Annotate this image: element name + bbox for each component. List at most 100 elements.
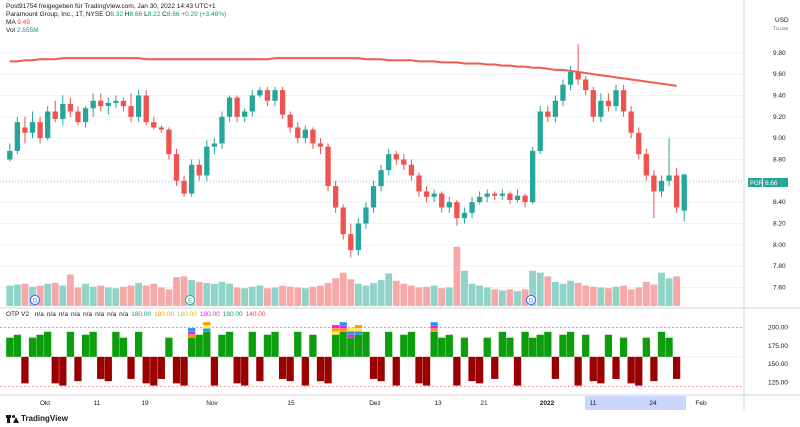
candle	[29, 111, 36, 139]
osc-bar	[612, 356, 620, 379]
time-tick: Nov	[206, 400, 218, 407]
volume-bar	[112, 288, 120, 306]
indicator-value: n/a	[46, 311, 56, 318]
vol-line[interactable]: Vol 2.555M	[6, 27, 226, 35]
osc-bar	[362, 331, 370, 357]
time-axis[interactable]: Okt 11 19 Nov 15 Dez 13 21 2022 11 24 Feb	[40, 400, 707, 407]
candle-body	[340, 207, 346, 235]
close-value: 8.66	[166, 11, 180, 18]
osc-bar	[506, 337, 514, 357]
osc-bar	[665, 337, 673, 357]
indicator-value: 180.00	[154, 311, 174, 318]
candle-body	[499, 193, 505, 196]
osc-bar	[582, 334, 590, 357]
event-marker[interactable]: D	[526, 295, 536, 305]
osc-bar	[44, 331, 52, 357]
osc-bar	[347, 337, 355, 357]
candle-body	[363, 207, 369, 224]
indicator-value: n/a	[95, 311, 105, 318]
time-tick: 15	[287, 400, 295, 407]
ma-line	[9, 57, 677, 87]
candle-body	[234, 97, 240, 117]
candle-body	[583, 79, 589, 91]
osc-bar	[150, 356, 158, 386]
osc-bar	[544, 331, 552, 357]
tradingview-logo[interactable]: TradingView	[6, 414, 68, 423]
candle	[105, 97, 111, 115]
osc-bar	[642, 337, 650, 357]
osc-tick: 125.00	[768, 380, 788, 387]
osc-bar	[460, 337, 469, 357]
volume-bar	[536, 272, 544, 306]
candle-body	[378, 170, 384, 187]
event-marker[interactable]: E	[185, 295, 195, 305]
oscillator-axis[interactable]: 200.00 175.00 150.00 125.00	[768, 324, 788, 386]
candle-body	[439, 193, 445, 208]
candle-body	[651, 175, 657, 192]
candle-body	[620, 90, 627, 112]
candle-body	[295, 127, 301, 139]
candle	[658, 175, 665, 197]
candle	[636, 127, 642, 160]
candle-body	[98, 100, 104, 107]
price-tick: 9.40	[773, 92, 786, 99]
candle	[67, 97, 74, 117]
candle-body	[370, 186, 377, 208]
candle	[681, 174, 687, 222]
candle-body	[469, 202, 475, 213]
volume-bar	[104, 287, 112, 306]
indicator-legend[interactable]: OTP V2 n/a n/a n/a n/a n/a n/a n/a n/a 180.00 180…	[6, 311, 273, 318]
volume-bar	[317, 285, 324, 306]
close-label: C	[162, 11, 167, 18]
volume-bar	[36, 285, 44, 306]
tradingview-brand: TradingView	[21, 414, 68, 423]
ma-line[interactable]: MA 9.49	[6, 19, 226, 27]
candle-body	[189, 164, 195, 194]
candle-body	[325, 146, 331, 187]
candle	[370, 180, 377, 213]
price-axis[interactable]: 9.809.609.409.209.008.808.608.408.208.00…	[773, 50, 786, 292]
event-marker[interactable]: D	[30, 295, 40, 305]
osc-signal-block	[354, 325, 363, 329]
change-value: +0.29 (+3.46%)	[181, 11, 227, 18]
candle-body	[151, 122, 157, 128]
candle	[628, 106, 634, 139]
candle-body	[628, 111, 634, 133]
osc-bar	[566, 331, 575, 357]
candle	[393, 150, 399, 165]
osc-signal-block	[339, 325, 347, 329]
osc-bar	[574, 356, 582, 386]
symbol-title[interactable]: Paramount Group, Inc., 1T, NYSE	[6, 11, 104, 18]
candle	[219, 111, 225, 149]
osc-bar	[597, 356, 605, 384]
volume-bar	[627, 289, 635, 306]
candle-body	[567, 72, 574, 85]
candle	[386, 148, 392, 176]
volume-bar	[370, 283, 377, 306]
volume-bar	[195, 281, 203, 306]
volume-bar	[264, 288, 271, 306]
event-marker-label: D	[529, 299, 534, 305]
candle	[613, 84, 619, 112]
candle	[340, 204, 346, 240]
candle	[234, 95, 240, 123]
volume-bar	[180, 276, 188, 306]
candle	[226, 95, 233, 123]
indicator-value: n/a	[34, 311, 44, 318]
candle	[14, 116, 21, 155]
candle-body	[128, 106, 134, 117]
candle-body	[82, 108, 89, 123]
osc-bar	[218, 334, 226, 357]
osc-bar	[195, 334, 203, 357]
candle	[620, 84, 627, 117]
osc-bar	[13, 334, 22, 357]
candle-body	[242, 111, 248, 117]
candle	[492, 191, 498, 200]
time-tick: 13	[434, 400, 442, 407]
candle	[446, 196, 452, 213]
candle	[598, 93, 604, 123]
price-tick: 8.00	[773, 242, 786, 249]
volume-bar	[324, 283, 332, 306]
